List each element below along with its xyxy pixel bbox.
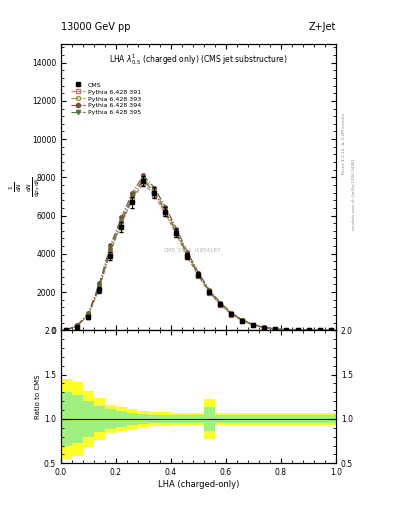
Text: CMS_2021_I1954187: CMS_2021_I1954187 <box>164 247 222 253</box>
Text: Rivet 3.1.10, ≥ 3.2M events: Rivet 3.1.10, ≥ 3.2M events <box>342 113 346 174</box>
Legend: CMS, Pythia 6.428 391, Pythia 6.428 393, Pythia 6.428 394, Pythia 6.428 395: CMS, Pythia 6.428 391, Pythia 6.428 393,… <box>70 81 142 117</box>
Text: $\frac{1}{\mathrm{d}N}$
$\frac{\mathrm{d}N}{\mathrm{d}p_T\,\mathrm{d}\lambda}$: $\frac{1}{\mathrm{d}N}$ $\frac{\mathrm{d… <box>7 177 43 197</box>
Text: LHA $\lambda^{1}_{0.5}$ (charged only) (CMS jet substructure): LHA $\lambda^{1}_{0.5}$ (charged only) (… <box>109 52 288 67</box>
Y-axis label: Ratio to CMS: Ratio to CMS <box>35 375 41 419</box>
Text: 13000 GeV pp: 13000 GeV pp <box>61 22 130 32</box>
X-axis label: LHA (charged-only): LHA (charged-only) <box>158 480 239 489</box>
Text: mcplots.cern.ch [arXiv:1306.3436]: mcplots.cern.ch [arXiv:1306.3436] <box>352 159 356 230</box>
Text: Z+Jet: Z+Jet <box>309 22 336 32</box>
